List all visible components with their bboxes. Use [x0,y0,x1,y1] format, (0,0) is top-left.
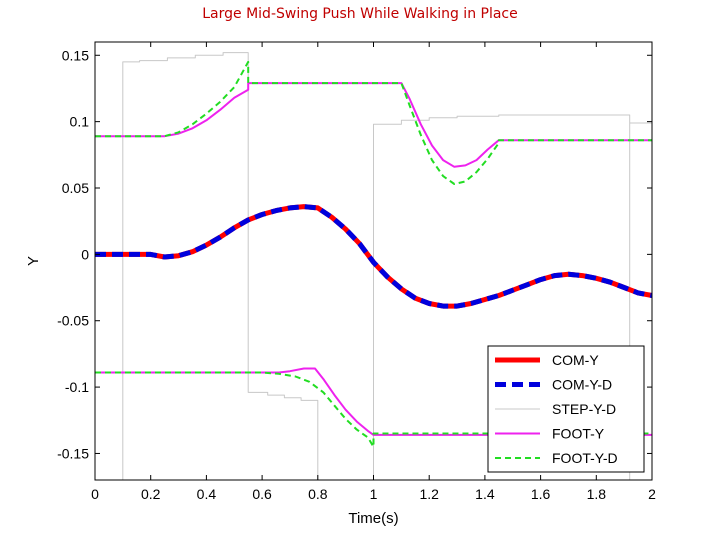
y-tick-label: -0.05 [57,313,89,329]
x-tick-label: 0 [91,486,99,502]
slide-title: Large Mid-Swing Push While Walking in Pl… [202,6,518,22]
series-layer [95,52,653,481]
x-tick-label: 0.6 [252,486,272,502]
x-tick-label: 0.4 [197,486,217,502]
x-tick-label: 2 [648,486,656,502]
legend-label-foot-y: FOOT-Y [552,426,605,442]
x-tick-label: 0.8 [308,486,328,502]
y-axis-label: Y [25,256,42,266]
series-foot-y-part-2 [95,367,652,436]
y-tick-label: 0.05 [62,180,89,196]
tick-layer: 0 0.2 0.4 0.6 0.8 1 1.2 1.4 1.6 1.8 2 0.15 0.1 0.05 0 -… [57,42,656,502]
x-tick-label: 1 [370,486,378,502]
x-tick-label: 1.4 [475,486,495,502]
y-tick-label: 0 [81,246,89,262]
x-tick-label: 1.6 [531,486,551,502]
legend-label-com-y-d: COM-Y-D [552,377,612,393]
series-com-y-d [95,204,653,309]
x-tick-label: 1.8 [587,486,607,502]
legend-label-com-y: COM-Y [552,352,599,368]
y-tick-label: 0.1 [70,114,90,130]
x-tick-label: 1.2 [419,486,439,502]
legend-label-foot-y-d: FOOT-Y-D [552,450,618,466]
y-tick-label: -0.1 [65,379,89,395]
series-foot-y [95,82,652,168]
y-tick-label: -0.15 [57,445,89,461]
series-step-y-d [122,52,319,480]
y-tick-label: 0.15 [62,47,89,63]
legend: COM-Y COM-Y-D STEP-Y-D FOOT-Y FOOT-Y-D [487,345,645,473]
x-axis-label: Time(s) [348,510,398,527]
series-step-y-d-part-2 [315,114,631,481]
series-foot-y-d [95,60,652,185]
legend-label-step-y-d: STEP-Y-D [552,401,616,417]
series-foot-y-d-part-2 [95,371,652,448]
x-tick-label: 0.2 [141,486,161,502]
